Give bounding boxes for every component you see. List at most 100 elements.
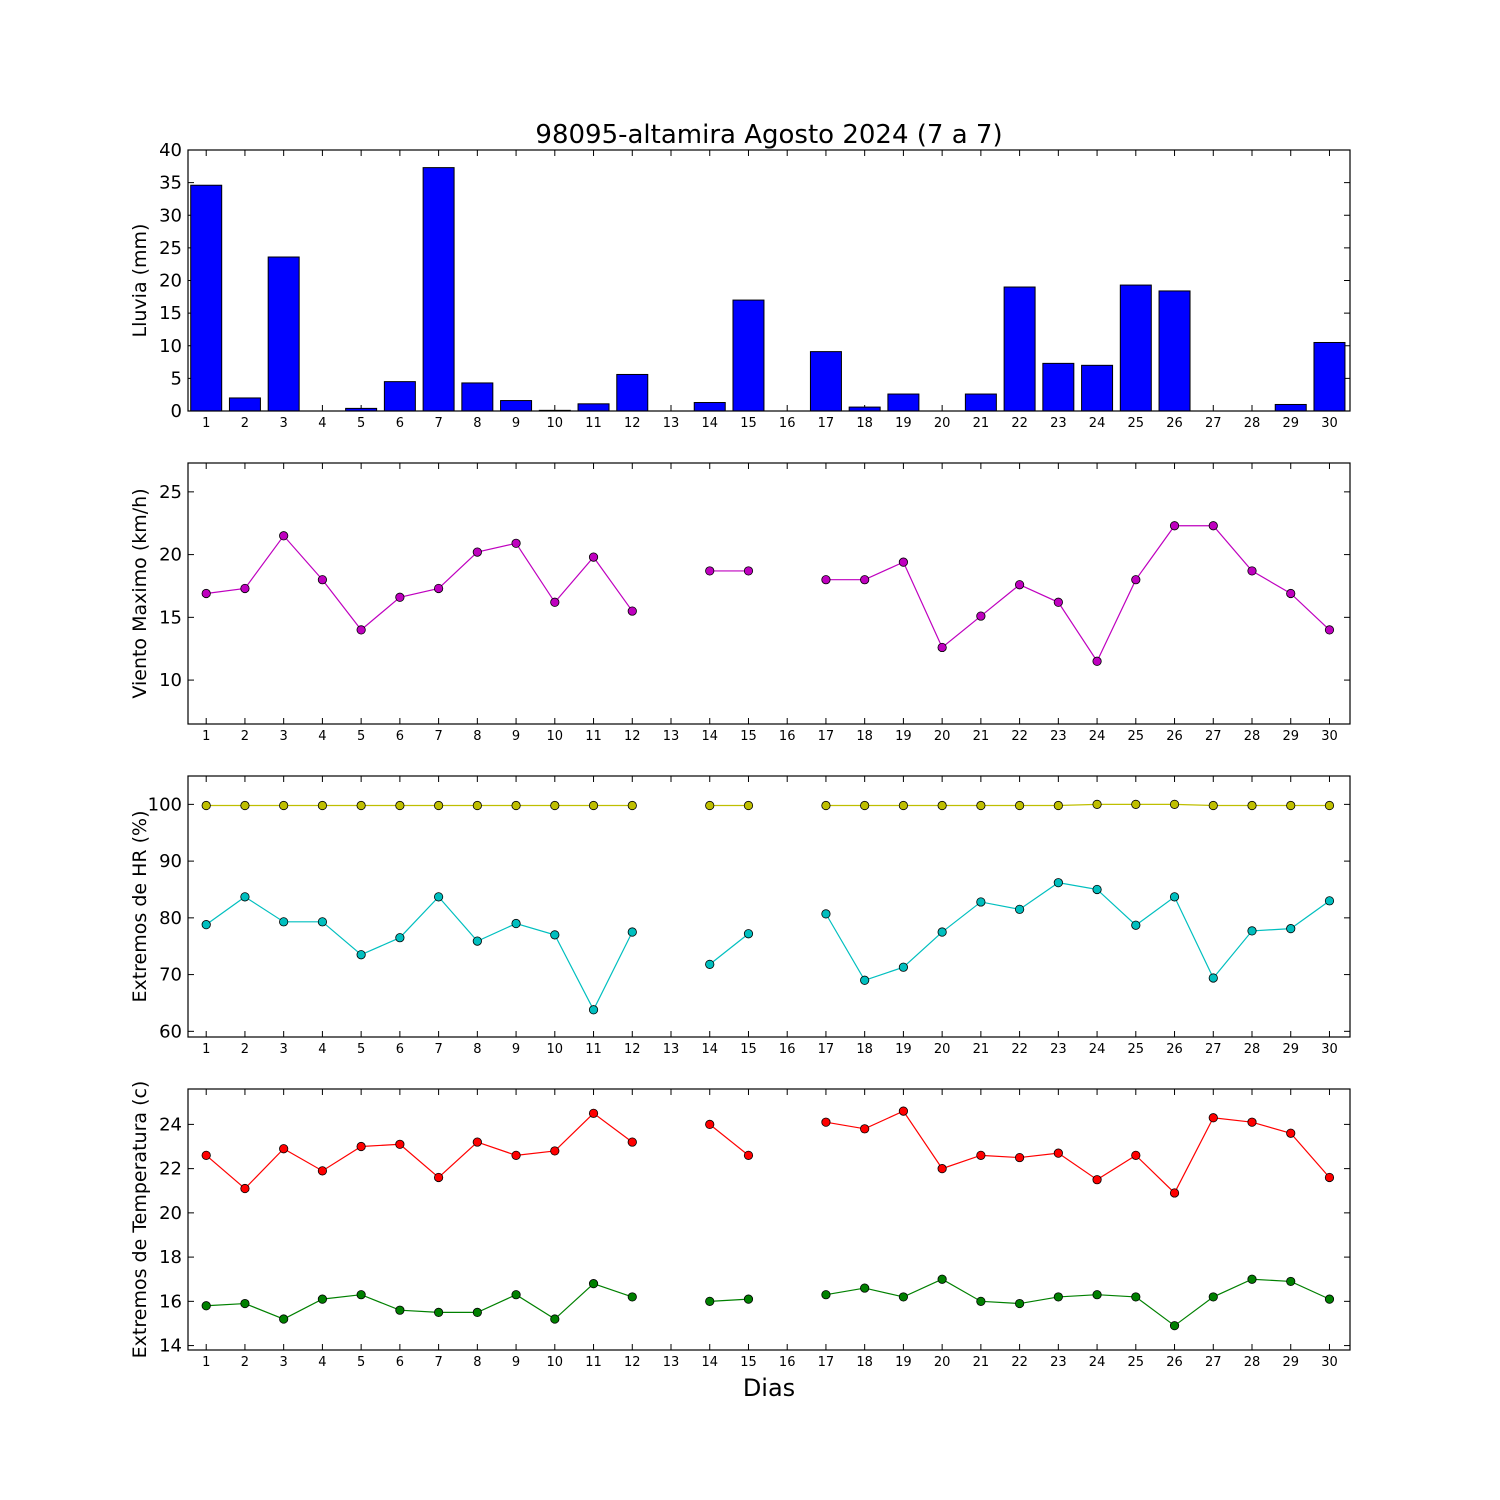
y-tick-label: 15 — [159, 607, 182, 628]
series-1-point — [588, 1108, 599, 1118]
series-2-point — [1247, 1274, 1257, 1284]
series-1-point — [1131, 799, 1141, 809]
x-tick-label: 21 — [973, 729, 990, 744]
series-1-point — [588, 552, 599, 562]
series-1-point — [1247, 566, 1257, 576]
x-tick-label: 3 — [280, 1042, 288, 1057]
series-2-point — [1053, 1292, 1063, 1302]
series-1-point — [1169, 521, 1180, 531]
series-1-point — [434, 1172, 444, 1183]
y-tick-label: 10 — [159, 670, 182, 691]
x-tick-label: 27 — [1205, 1355, 1222, 1370]
series-1-point — [627, 606, 637, 616]
series-1-point — [550, 597, 560, 607]
y-tick-label: 20 — [159, 1203, 182, 1224]
x-tick-label: 21 — [973, 1355, 990, 1370]
rain-bar — [693, 402, 726, 412]
x-tick-label: 19 — [895, 416, 912, 431]
series-2-point — [1169, 1321, 1180, 1331]
series-2-line — [206, 1282, 633, 1320]
x-tick-label: 26 — [1166, 729, 1183, 744]
series-2-point — [1208, 973, 1218, 983]
series-1-point — [472, 547, 482, 557]
x-tick-label: 17 — [818, 1042, 835, 1057]
series-1-point — [821, 800, 831, 811]
series-1-point — [1015, 1152, 1025, 1163]
series-1-point — [395, 592, 405, 602]
x-tick-label: 2 — [241, 729, 249, 744]
series-1-point — [550, 1146, 560, 1156]
series-1-point — [472, 800, 482, 811]
x-tick-label: 22 — [1011, 1355, 1028, 1370]
x-tick-label: 24 — [1089, 416, 1106, 431]
series-1-point — [1053, 597, 1063, 607]
x-tick-label: 15 — [740, 416, 757, 431]
rain-bar — [1158, 290, 1191, 412]
y-tick-label: 18 — [159, 1247, 182, 1268]
series-1-point — [240, 583, 250, 594]
series-2-point — [356, 950, 366, 960]
series-2-point — [1092, 884, 1102, 895]
x-tick-label: 11 — [585, 1355, 602, 1370]
x-tick-label: 1 — [202, 416, 210, 431]
x-tick-label: 18 — [856, 729, 873, 744]
series-2-point — [434, 892, 444, 902]
x-tick-label: 6 — [396, 1355, 404, 1370]
series-2-point — [511, 1290, 521, 1300]
series-1-point — [1092, 1175, 1102, 1185]
series-1-point — [588, 800, 599, 811]
x-tick-label: 17 — [818, 729, 835, 744]
x-tick-label: 29 — [1282, 1042, 1299, 1057]
series-1-point — [937, 642, 947, 653]
series-2-point — [317, 917, 328, 927]
x-tick-label: 17 — [818, 1355, 835, 1370]
x-tick-label: 25 — [1128, 416, 1145, 431]
x-tick-label: 13 — [663, 416, 680, 431]
series-1-point — [976, 800, 986, 811]
series-2-point — [743, 929, 754, 939]
series-1-line — [206, 534, 633, 631]
series-1-point — [201, 800, 211, 811]
rain-bar — [616, 373, 649, 412]
series-1-point — [511, 800, 521, 811]
series-2-point — [705, 1296, 715, 1306]
x-tick-label: 10 — [547, 729, 564, 744]
x-tick-label: 28 — [1244, 1355, 1261, 1370]
series-1-point — [279, 800, 289, 811]
x-tick-label: 11 — [585, 729, 602, 744]
series-2-point — [240, 892, 250, 902]
x-tick-label: 29 — [1282, 416, 1299, 431]
y-axis-label: Lluvia (mm) — [129, 224, 151, 338]
x-tick-label: 7 — [434, 729, 442, 744]
y-tick-label: 70 — [159, 965, 182, 986]
x-tick-label: 24 — [1089, 1042, 1106, 1057]
y-tick-label: 22 — [159, 1159, 182, 1180]
series-2-line — [825, 882, 1330, 981]
y-tick-label: 100 — [148, 794, 182, 815]
rain-bar — [228, 397, 261, 412]
x-tick-label: 14 — [701, 1042, 718, 1057]
series-2-point — [395, 933, 405, 943]
x-tick-label: 9 — [512, 416, 520, 431]
series-1-point — [1208, 521, 1218, 531]
x-tick-label: 19 — [895, 729, 912, 744]
series-2-point — [201, 1301, 211, 1311]
rain-bar — [1119, 284, 1152, 412]
series-2-point — [743, 1294, 754, 1304]
series-2-point — [937, 927, 947, 937]
x-tick-label: 3 — [280, 729, 288, 744]
rain-bar — [1003, 286, 1036, 412]
series-2-point — [705, 959, 715, 969]
x-tick-label: 30 — [1321, 1042, 1338, 1057]
series-1-point — [1053, 800, 1063, 811]
series-2-line — [825, 1278, 1330, 1327]
series-2-point — [1015, 904, 1025, 914]
x-tick-label: 23 — [1050, 1042, 1067, 1057]
x-tick-label: 15 — [740, 1042, 757, 1057]
rain-bar — [732, 299, 765, 412]
x-tick-label: 23 — [1050, 1355, 1067, 1370]
series-1-point — [434, 800, 444, 811]
x-tick-label: 22 — [1011, 1042, 1028, 1057]
series-1-point — [860, 1124, 870, 1134]
